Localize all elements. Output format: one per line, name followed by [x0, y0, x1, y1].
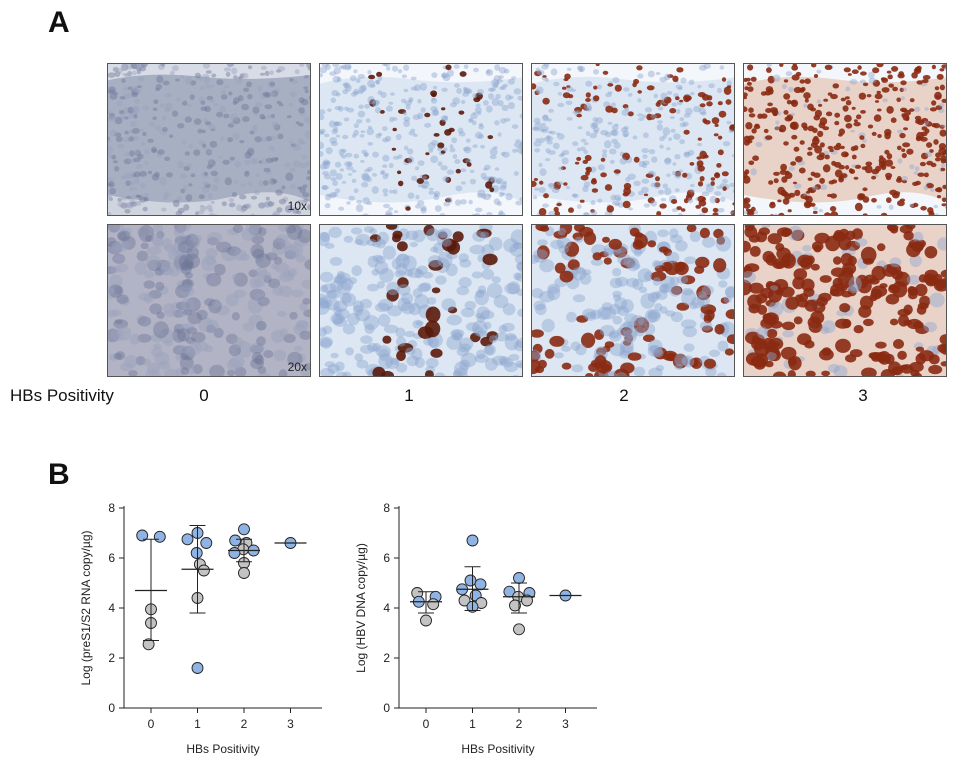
y-tick-label: 2	[108, 651, 115, 665]
histology-tile-score3-low-mag	[743, 63, 947, 216]
data-point	[464, 574, 477, 587]
histology-tile-score3-high-mag	[743, 224, 947, 377]
data-point	[521, 594, 533, 607]
data-point	[509, 599, 521, 612]
data-point	[238, 523, 250, 536]
data-point	[420, 614, 432, 627]
histology-tile-score2-high-mag	[531, 224, 735, 377]
x-axis-label: HBs Positivity	[186, 742, 259, 756]
data-point	[181, 533, 194, 546]
data-point	[197, 564, 210, 577]
histology-tile-score1-high-mag	[319, 224, 523, 377]
data-point	[474, 578, 487, 591]
y-tick-label: 0	[383, 701, 390, 715]
x-tick-label: 3	[287, 717, 294, 731]
data-point	[458, 594, 471, 607]
data-point	[238, 567, 250, 579]
magnification-label: 10x	[287, 199, 307, 213]
y-tick-label: 2	[383, 651, 390, 665]
data-point	[466, 534, 479, 547]
y-tick-label: 4	[383, 601, 390, 615]
y-tick-label: 6	[108, 551, 115, 565]
histology-tile-score0-low-mag: 10x	[107, 63, 311, 216]
panel-a-letter: A	[48, 6, 70, 39]
data-point	[190, 547, 203, 559]
chart-presS1S2-rna: 0 2 4 6 8 0 1 2 3 HBs Positivity Log (preS1/S2 RNA…	[79, 501, 322, 756]
y-tick-label: 8	[108, 501, 115, 515]
histology-tile-score0-high-mag: 20x	[107, 224, 311, 377]
data-point	[153, 530, 166, 543]
chart-hbv-dna: 0 2 4 6 8 0 1 2 3 HBs Positivity Log (HBV DNA copy…	[354, 501, 597, 756]
hbs-positivity-row-label: HBs Positivity	[10, 386, 114, 405]
score-label-0: 0	[199, 386, 209, 405]
x-tick-label: 3	[562, 717, 569, 731]
data-point	[191, 662, 204, 674]
data-point	[200, 537, 213, 549]
x-tick-label: 0	[423, 717, 430, 731]
score-label-3: 3	[858, 386, 868, 405]
x-tick-label: 1	[194, 717, 201, 731]
histology-tile-score2-low-mag	[531, 63, 735, 216]
y-axis-label: Log (HBV DNA copy/µg)	[354, 543, 368, 673]
data-point	[142, 638, 155, 651]
x-tick-label: 2	[516, 717, 523, 731]
data-point	[136, 529, 149, 542]
magnification-label: 20x	[287, 360, 307, 374]
data-point	[513, 623, 525, 636]
x-tick-label: 2	[241, 717, 248, 731]
data-point	[229, 534, 242, 547]
y-tick-label: 0	[108, 701, 115, 715]
data-point	[427, 598, 440, 611]
score-label-2: 2	[619, 386, 629, 405]
x-axis-label: HBs Positivity	[461, 742, 534, 756]
histology-tile-score1-low-mag	[319, 63, 523, 216]
x-tick-label: 0	[148, 717, 155, 731]
data-point	[513, 572, 525, 584]
data-point	[228, 547, 241, 559]
score-label-1: 1	[404, 386, 414, 405]
panel-b-letter: B	[48, 458, 70, 491]
y-axis-label: Log (preS1/S2 RNA copy/µg)	[79, 531, 93, 686]
y-tick-label: 6	[383, 551, 390, 565]
y-tick-label: 8	[383, 501, 390, 515]
y-tick-label: 4	[108, 601, 115, 615]
x-tick-label: 1	[469, 717, 476, 731]
